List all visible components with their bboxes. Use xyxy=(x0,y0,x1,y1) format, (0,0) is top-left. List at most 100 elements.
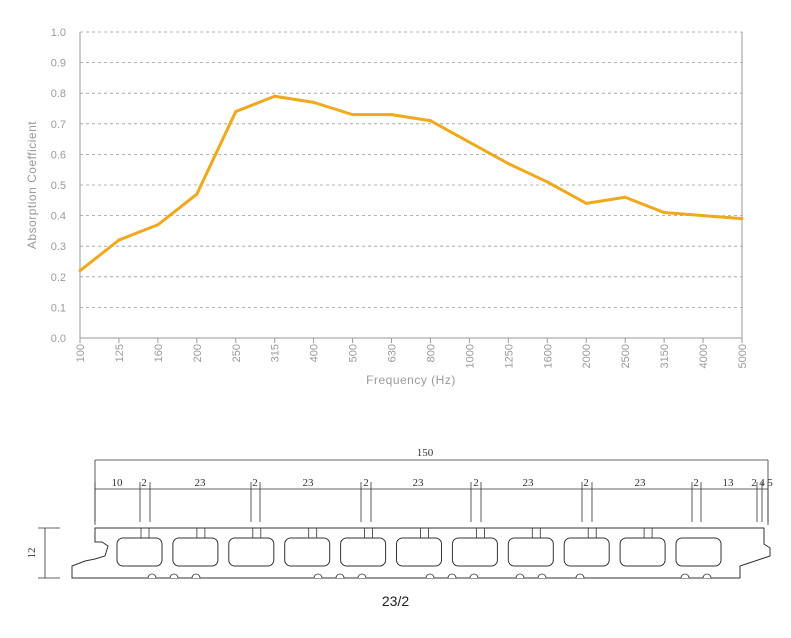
x-tick-label: 400 xyxy=(309,344,321,362)
data-point xyxy=(662,211,666,215)
data-point xyxy=(584,201,588,205)
cavity xyxy=(228,537,275,567)
segment-labels: 10 2 23 2 23 2 23 2 23 2 23 2 13 2 4 5 xyxy=(112,477,774,489)
board-profile-drawing: 150 12 10 2 23 2 23 2 23 2 23 2 23 2 13 2 4 5 xyxy=(26,447,774,579)
data-point xyxy=(312,100,316,104)
x-tick-label: 1000 xyxy=(464,344,476,368)
underside-groove xyxy=(147,573,157,579)
cavity xyxy=(116,537,163,567)
y-tick-label: 0.6 xyxy=(51,149,66,161)
series-group xyxy=(78,94,744,273)
y-tick-label: 0.7 xyxy=(51,119,66,131)
cavity xyxy=(284,537,331,567)
segment-label: 23 xyxy=(195,477,207,489)
cavity xyxy=(675,537,722,567)
data-point xyxy=(506,162,510,166)
segment-label: 10 xyxy=(112,477,124,489)
height-label: 12 xyxy=(26,548,38,559)
chart-gridlines xyxy=(80,31,742,308)
segment-ticks xyxy=(94,482,769,522)
x-tick-label: 125 xyxy=(114,344,126,362)
segment-label: 4 xyxy=(759,477,765,489)
segment-label: 2 xyxy=(693,477,699,489)
data-point xyxy=(117,238,121,242)
absorption-chart: 0.0 0.1 0.2 0.3 0.4 0.5 0.6 0.7 0.8 0.9 1.0 100 125… xyxy=(25,27,749,387)
x-tick-label: 2000 xyxy=(581,344,593,368)
total-width-label: 150 xyxy=(417,447,434,459)
segment-label: 5 xyxy=(767,477,773,489)
profile-caption: 23/2 xyxy=(381,593,410,609)
data-point xyxy=(623,195,627,199)
x-axis-title: Frequency (Hz) xyxy=(366,373,456,387)
cavity xyxy=(563,537,610,567)
underside-groove xyxy=(537,573,547,579)
segment-label: 23 xyxy=(413,477,425,489)
dimension-lines xyxy=(38,459,769,579)
data-point xyxy=(467,140,471,144)
x-tick-label: 3150 xyxy=(659,344,671,368)
underside-groove xyxy=(313,573,323,579)
rib-slot xyxy=(364,527,374,539)
y-tick-label: 0.4 xyxy=(51,211,66,223)
underside-groove xyxy=(357,573,367,579)
x-tick-label: 500 xyxy=(348,344,360,362)
rib-slot xyxy=(643,527,653,539)
data-point xyxy=(273,94,277,98)
rib-slot xyxy=(475,527,485,539)
x-tick-label: 1250 xyxy=(503,344,515,368)
cavity xyxy=(340,537,387,567)
y-tick-label: 0.1 xyxy=(51,302,66,314)
segment-label: 2 xyxy=(583,477,589,489)
x-tick-label: 800 xyxy=(425,344,437,362)
data-point xyxy=(545,180,549,184)
underside-groove xyxy=(191,573,201,579)
x-tick-label: 4000 xyxy=(698,344,710,368)
underside-groove xyxy=(335,573,345,579)
underside-groove xyxy=(702,573,712,579)
segment-label: 2 xyxy=(363,477,369,489)
data-point xyxy=(156,223,160,227)
underside-groove xyxy=(425,573,435,579)
cavity xyxy=(507,537,554,567)
segment-label: 23 xyxy=(303,477,315,489)
cavity xyxy=(451,537,498,567)
underside-groove xyxy=(469,573,479,579)
x-tick-label: 315 xyxy=(270,344,282,362)
underside-groove xyxy=(447,573,457,579)
x-tick-label: 160 xyxy=(153,344,165,362)
data-point xyxy=(195,192,199,196)
rib-slot xyxy=(308,527,318,539)
data-point xyxy=(701,214,705,218)
x-tick-label: 250 xyxy=(231,344,243,362)
y-tick-label: 0.8 xyxy=(51,88,66,100)
segment-label: 23 xyxy=(523,477,535,489)
underside-groove xyxy=(169,573,179,579)
data-point xyxy=(390,113,394,117)
y-tick-label: 1.0 xyxy=(51,27,66,39)
segment-label: 2 xyxy=(751,477,757,489)
rib-slot xyxy=(140,527,150,539)
y-axis-ticks: 0.0 0.1 0.2 0.3 0.4 0.5 0.6 0.7 0.8 0.9 1.0 xyxy=(51,27,66,345)
y-tick-label: 0.2 xyxy=(51,272,66,284)
x-tick-label: 200 xyxy=(192,344,204,362)
data-point xyxy=(351,113,355,117)
underside-groove xyxy=(515,573,525,579)
segment-label: 13 xyxy=(723,477,735,489)
cavity xyxy=(619,537,666,567)
segment-label: 23 xyxy=(635,477,647,489)
y-axis-title: Absorption Coefficient xyxy=(25,121,39,249)
rib-slot xyxy=(587,527,597,539)
data-point xyxy=(428,119,432,123)
absorption-line xyxy=(79,94,743,272)
underside-groove xyxy=(680,573,690,579)
x-tick-label: 5000 xyxy=(737,344,749,368)
rib-slot xyxy=(196,527,206,539)
x-tick-label: 100 xyxy=(75,344,87,362)
cavity-group xyxy=(116,527,722,579)
segment-label: 2 xyxy=(252,477,258,489)
segment-label: 2 xyxy=(473,477,479,489)
rib-slot xyxy=(252,527,262,539)
y-tick-label: 0.9 xyxy=(51,58,66,70)
x-tick-label: 2500 xyxy=(620,344,632,368)
x-axis-ticks: 100 125 160 200 250 315 400 500 630 800 1000 1250 16… xyxy=(75,338,749,368)
